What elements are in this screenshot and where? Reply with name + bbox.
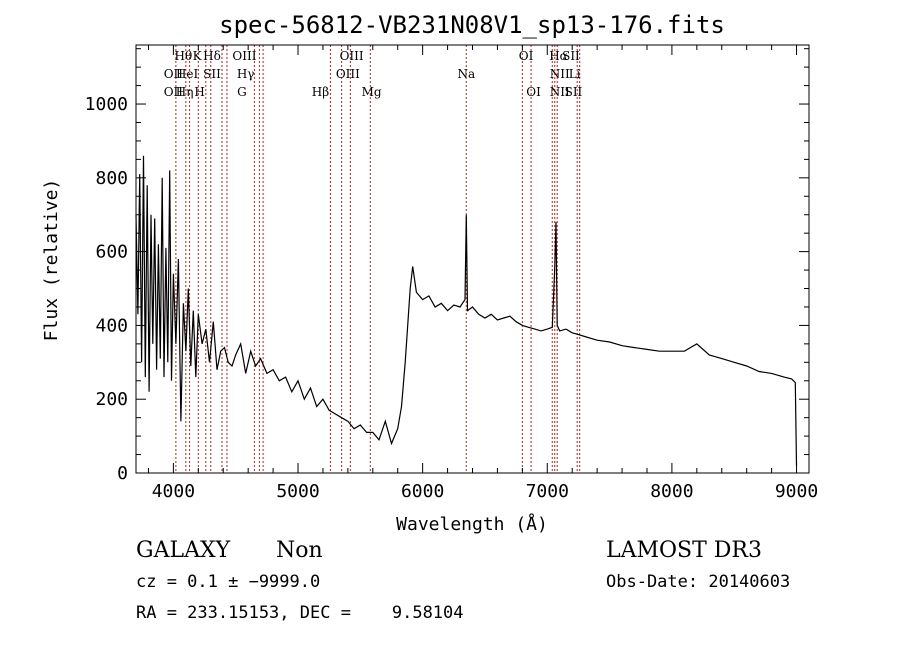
redshift-cz: cz = 0.1 ± −9999.0 [136, 572, 321, 592]
emission-line-label: SII [565, 85, 583, 99]
x-tick-label: 9000 [775, 481, 818, 502]
x-tick-label: 7000 [526, 481, 569, 502]
y-tick-label: 200 [95, 389, 128, 410]
x-tick-label: 6000 [401, 481, 444, 502]
x-axis-label: Wavelength (Å) [396, 513, 548, 535]
x-tick-label: 5000 [276, 481, 319, 502]
emission-line-label: K [193, 49, 203, 63]
y-tick-label: 0 [117, 463, 128, 484]
emission-line-label: H [194, 85, 204, 99]
emission-line-label: Hδ [203, 49, 221, 63]
emission-line-label: OII [164, 85, 184, 99]
emission-line-label: OI [519, 49, 534, 63]
object-class: GALAXY [136, 538, 231, 563]
emission-line-label: NII [550, 85, 570, 99]
emission-line-label: Hγ [237, 67, 255, 81]
y-tick-label: 400 [95, 315, 128, 336]
emission-line-label: Hθ [175, 49, 193, 63]
x-axis-ticks: 4000 5000 6000 7000 8000 9000 [147, 45, 818, 502]
emission-line-label: OII [164, 67, 184, 81]
emission-line-label: SII [562, 49, 580, 63]
emission-line-label: OIII [340, 49, 364, 63]
y-axis-label: Flux (relative) [41, 179, 62, 342]
object-subclass: Non [276, 538, 323, 563]
ra-dec: RA = 233.15153, DEC = 9.58104 [136, 603, 464, 623]
emission-line-label: Hα [549, 49, 568, 63]
emission-line-label: HeI [176, 67, 199, 81]
y-tick-label: 1000 [85, 94, 128, 115]
emission-line-label: OIII [336, 67, 360, 81]
emission-line-label: NII [550, 67, 570, 81]
emission-line-markers [175, 45, 581, 473]
y-axis-ticks: 0 200 400 600 800 1000 [85, 48, 809, 484]
emission-line-label: OI [526, 85, 541, 99]
emission-line-label: Mg [362, 85, 382, 99]
flux-series-line [135, 155, 798, 466]
emission-line-label: G [237, 85, 247, 99]
emission-line-label: Li [569, 67, 581, 81]
observation-date: Obs-Date: 20140603 [606, 572, 791, 592]
x-tick-label: 8000 [650, 481, 693, 502]
emission-line-label: Na [457, 67, 475, 81]
chart-title: spec-56812-VB231N08V1_sp13-176.fits [219, 11, 725, 39]
x-tick-label: 4000 [152, 481, 195, 502]
emission-line-label: Hβ [312, 85, 329, 99]
emission-line-label: SII [203, 67, 221, 81]
emission-line-label: Hη [176, 85, 194, 99]
plot-frame [135, 44, 810, 474]
y-tick-label: 800 [95, 168, 128, 189]
y-tick-label: 600 [95, 242, 128, 263]
emission-line-label: OIII [232, 49, 256, 63]
survey-name: LAMOST DR3 [606, 538, 762, 563]
